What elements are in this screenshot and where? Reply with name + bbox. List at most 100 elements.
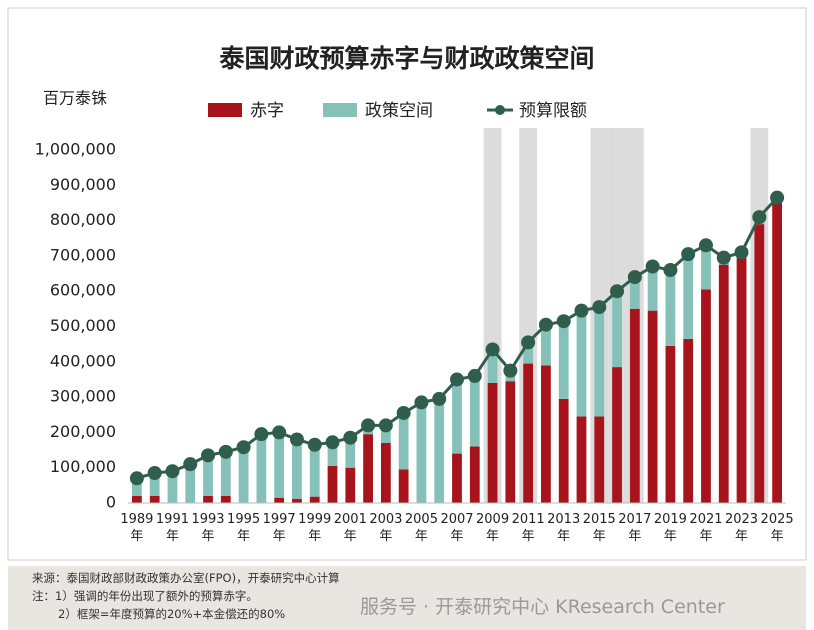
y-tick-label: 300,000 [50,387,116,406]
line-marker [645,259,660,274]
line-marker [610,284,625,299]
bar [309,496,320,503]
y-tick-label: 800,000 [50,210,116,229]
line-marker [485,342,500,357]
bar [754,224,765,503]
line-marker [378,418,393,433]
bar [701,289,711,503]
bar [149,472,160,496]
line-marker [681,247,696,262]
bar [327,442,338,466]
line-marker [343,430,358,445]
bar [434,398,445,503]
line-marker [538,317,553,332]
bar [665,270,676,346]
source: 来源：泰国财政部财政政策办公室(FPO)，开泰研究中心计算 [32,571,340,585]
bar [469,446,480,503]
bar [629,277,640,309]
line-marker [272,425,287,440]
line-marker [698,238,713,253]
bar [523,342,534,364]
line-marker [218,444,233,459]
x-tick-label: 2009 年 [476,512,510,544]
line-marker [716,250,731,265]
bar [203,495,213,503]
bar [701,245,711,290]
bar [629,308,640,503]
x-tick-label: 2023 年 [724,512,759,544]
bar [612,291,622,368]
bar [594,416,605,503]
x-tick-label: 2017 年 [618,512,652,544]
watermark: 服务号 · 开泰研究中心 KResearch Center [360,596,725,618]
x-tick-label: 2011 年 [511,512,545,544]
line-marker [663,263,678,278]
line-marker [201,448,216,463]
bar [220,451,231,496]
x-tick-label: 2005 年 [404,512,438,544]
bar [505,381,516,503]
line-marker [307,437,322,452]
line-marker [556,314,571,329]
y-tick-label: 400,000 [50,351,116,370]
bar [274,432,285,498]
legend-marker [495,105,505,115]
bar [398,412,409,470]
x-tick-label: 2013 年 [547,512,581,544]
line-marker [503,363,518,378]
bar [167,471,178,503]
x-tick-label: 2003 年 [369,512,403,544]
line-marker [325,435,340,450]
bar [309,444,320,497]
x-tick-label: 1997 年 [262,512,296,544]
bar [416,402,427,503]
bar [380,425,391,443]
bar [683,254,694,339]
line-marker [147,465,162,480]
y-tick-label: 500,000 [50,316,116,335]
line-marker [627,270,642,285]
y-tick-label: 200,000 [50,422,116,441]
x-tick-label: 2001 年 [333,512,367,544]
bar [736,257,747,503]
line-marker [521,335,536,350]
bar [576,310,587,417]
line-marker [129,471,144,486]
bar [576,416,587,503]
x-tick-label: 2007 年 [440,512,474,544]
x-tick-label: 2021 年 [689,512,723,544]
bar [452,453,462,503]
line-marker [734,245,749,260]
bar [292,498,302,503]
bar [541,324,551,366]
x-tick-label: 1989 年 [120,512,154,544]
bar [345,437,356,468]
line-marker [183,457,198,472]
bar [558,321,569,399]
bar [647,310,658,503]
legend-label: 预算限额 [519,101,587,121]
line-marker [289,432,304,447]
bar [185,464,196,503]
x-tick-label: 2019 年 [653,512,687,544]
bar [523,363,534,503]
y-tick-label: 1,000,000 [35,140,116,159]
y-tick-label: 0 [106,493,116,512]
note: 注：1）强调的年份出现了额外的预算赤字。 [32,589,258,603]
bar [452,379,462,454]
bar [541,365,551,503]
chart-title: 泰国财政预算赤字与财政政策空间 [219,44,594,73]
line-marker [414,395,429,410]
bar [558,398,569,503]
line-marker [254,427,269,442]
bar [665,345,676,503]
line-marker [165,464,180,479]
line-marker [467,368,482,383]
footer: 来源：泰国财政部财政政策办公室(FPO)，开泰研究中心计算 注：1）强调的年份出… [8,566,806,630]
chart: 泰国财政预算赤字与财政政策空间 百万泰铢 0 100,000 200,000 300,… [7,7,807,561]
legend-swatch [208,103,242,117]
bar [683,338,694,503]
bar [327,465,338,503]
line-marker [574,303,589,318]
